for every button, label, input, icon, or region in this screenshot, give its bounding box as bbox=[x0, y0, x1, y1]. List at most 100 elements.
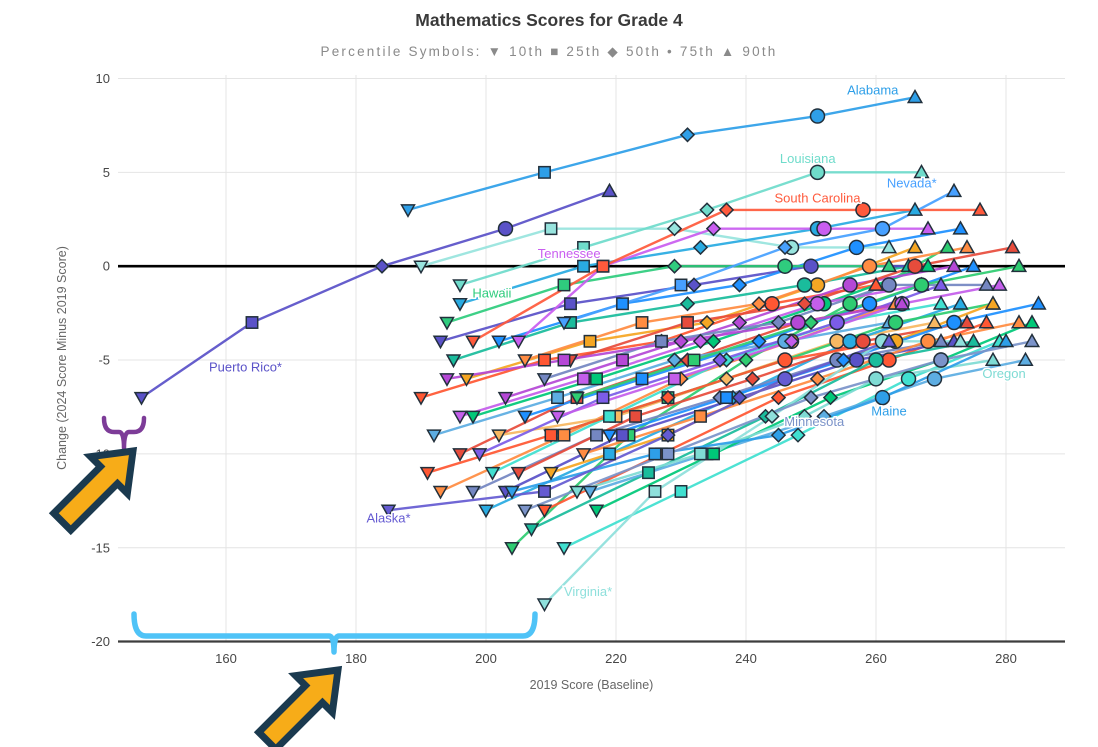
x-tick-label: 260 bbox=[865, 651, 887, 666]
marker-square bbox=[564, 297, 577, 311]
marker-triangle-up bbox=[932, 276, 950, 291]
marker-circle bbox=[809, 277, 826, 293]
marker-diamond bbox=[666, 220, 683, 237]
marker-triangle-down bbox=[510, 466, 527, 481]
marker-circle bbox=[809, 164, 826, 181]
marker-diamond bbox=[705, 220, 722, 237]
marker-triangle-down bbox=[445, 354, 462, 369]
marker-circle bbox=[848, 352, 865, 368]
marker-diamond bbox=[705, 333, 722, 349]
marker-triangle-up bbox=[984, 295, 1002, 310]
marker-square bbox=[616, 428, 629, 442]
marker-square bbox=[245, 316, 259, 329]
marker-triangle-down bbox=[556, 316, 572, 331]
marker-diamond bbox=[718, 202, 735, 218]
marker-diamond bbox=[699, 202, 715, 218]
marker-diamond bbox=[770, 427, 787, 443]
y-tick-label: 10 bbox=[96, 71, 110, 86]
marker-triangle-down bbox=[133, 391, 150, 406]
marker-circle bbox=[855, 202, 871, 218]
marker-triangle-up bbox=[945, 257, 963, 273]
marker-triangle-down bbox=[588, 504, 605, 519]
marker-diamond bbox=[699, 314, 715, 331]
marker-triangle-up bbox=[991, 276, 1008, 291]
marker-diamond bbox=[673, 333, 689, 349]
marker-circle bbox=[874, 389, 891, 406]
state-label: Alabama bbox=[847, 83, 899, 98]
marker-circle bbox=[809, 108, 826, 124]
marker-triangle-down bbox=[491, 429, 507, 444]
marker-triangle-up bbox=[906, 201, 924, 216]
marker-triangle-down bbox=[543, 466, 559, 481]
marker-square bbox=[648, 447, 662, 461]
marker-circle bbox=[842, 295, 858, 312]
marker-diamond bbox=[666, 258, 683, 274]
state-label: Puerto Rico* bbox=[209, 360, 282, 375]
marker-circle bbox=[926, 371, 943, 387]
marker-square bbox=[544, 428, 558, 442]
marker-circle bbox=[887, 314, 904, 331]
marker-square bbox=[583, 334, 597, 348]
marker-circle bbox=[803, 258, 819, 274]
marker-triangle-up bbox=[932, 295, 950, 310]
marker-square bbox=[674, 484, 688, 498]
marker-square bbox=[603, 447, 616, 461]
marker-triangle-up bbox=[971, 201, 989, 216]
marker-square bbox=[596, 259, 610, 273]
marker-circle bbox=[900, 371, 917, 387]
x-tick-label: 280 bbox=[995, 651, 1017, 666]
marker-triangle-down bbox=[452, 448, 468, 462]
marker-triangle-down bbox=[536, 598, 553, 613]
state-label: Maine bbox=[871, 404, 906, 419]
marker-triangle-down bbox=[504, 485, 520, 500]
state-label: South Carolina bbox=[775, 191, 862, 206]
marker-circle bbox=[907, 258, 923, 274]
marker-diamond bbox=[679, 296, 696, 312]
arrow-annotation bbox=[48, 446, 138, 536]
marker-circle bbox=[861, 295, 878, 312]
marker-circle bbox=[848, 239, 865, 256]
marker-square bbox=[616, 353, 629, 367]
y-tick-label: 0 bbox=[103, 259, 110, 274]
marker-square bbox=[694, 447, 707, 461]
marker-circle bbox=[913, 277, 930, 293]
marker-square bbox=[577, 372, 590, 386]
marker-square bbox=[577, 240, 590, 254]
y-axis-title: Change (2024 Score Minus 2019 Score) bbox=[55, 246, 69, 470]
marker-square bbox=[648, 484, 662, 498]
marker-circle bbox=[829, 314, 845, 331]
marker-square bbox=[538, 165, 551, 179]
marker-square bbox=[681, 316, 694, 329]
marker-triangle-up bbox=[880, 239, 898, 254]
marker-triangle-down bbox=[491, 335, 507, 350]
marker-triangle-up bbox=[978, 314, 995, 329]
marker-diamond bbox=[835, 352, 852, 368]
marker-diamond bbox=[712, 352, 728, 368]
marker-triangle-up bbox=[945, 182, 963, 198]
marker-triangle-up bbox=[880, 332, 898, 348]
marker-triangle-down bbox=[484, 466, 501, 481]
marker-triangle-down bbox=[601, 429, 618, 444]
marker-triangle-up bbox=[939, 239, 956, 254]
marker-diamond bbox=[666, 352, 683, 368]
marker-triangle-up bbox=[926, 314, 943, 329]
marker-circle bbox=[829, 333, 845, 350]
marker-square bbox=[635, 372, 649, 386]
marker-triangle-up bbox=[906, 239, 924, 254]
marker-square bbox=[538, 353, 551, 367]
marker-diamond bbox=[796, 296, 813, 312]
marker-diamond bbox=[731, 389, 748, 406]
marker-triangle-up bbox=[1030, 295, 1047, 310]
marker-triangle-up bbox=[913, 164, 930, 179]
marker-diamond bbox=[718, 371, 735, 387]
marker-triangle-up bbox=[1017, 351, 1034, 366]
marker-square bbox=[629, 409, 642, 423]
marker-diamond bbox=[679, 127, 696, 143]
state-label: Alaska* bbox=[366, 511, 410, 526]
marker-diamond bbox=[692, 239, 709, 256]
marker-triangle-down bbox=[452, 279, 468, 293]
y-tick-label: -20 bbox=[91, 634, 110, 649]
marker-square bbox=[668, 372, 681, 386]
marker-triangle-up bbox=[965, 257, 982, 273]
chart-title: Mathematics Scores for Grade 4 bbox=[415, 10, 683, 30]
